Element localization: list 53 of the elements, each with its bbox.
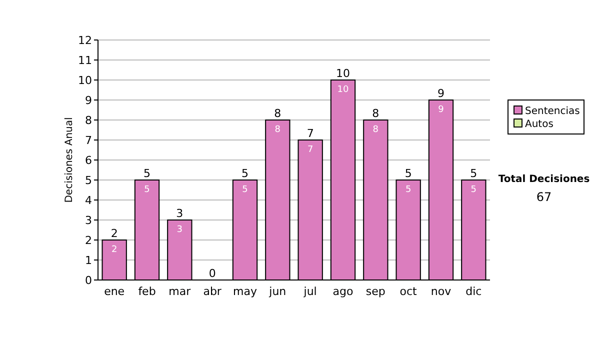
total-label: 9	[438, 87, 444, 100]
y-tick-label: 7	[85, 134, 92, 147]
data-label: 5	[144, 185, 150, 195]
x-tick-label: ene	[104, 285, 125, 298]
text: Total Decisiones	[498, 174, 590, 185]
data-label: 5	[405, 185, 412, 195]
y-tick-label: 3	[85, 214, 92, 227]
y-tick-label: 1	[85, 254, 92, 267]
total-label: 2	[110, 227, 118, 240]
x-tick-label: ago	[332, 285, 354, 298]
x-tick-label: mar	[168, 285, 192, 298]
total-label: 5	[470, 167, 478, 180]
total-label: 3	[176, 207, 184, 220]
data-label: 3	[176, 225, 183, 235]
y-tick-label: 9	[85, 94, 92, 107]
data-label: 2	[111, 245, 118, 255]
y-tick-label: 12	[78, 34, 92, 47]
total-label: 5	[404, 167, 412, 180]
total-label: 5	[144, 167, 150, 180]
legend-label: Sentencias	[525, 106, 580, 117]
data-label: 10	[337, 85, 349, 95]
text: 67	[536, 190, 552, 204]
x-tick-label: oct	[400, 285, 418, 298]
total-label: 10	[336, 67, 350, 80]
y-tick-label: 8	[85, 114, 92, 127]
data-label: 8	[274, 125, 281, 135]
y-tick-label: 11	[78, 54, 92, 67]
total-label: 0	[208, 267, 216, 280]
y-tick-label: 4	[85, 194, 92, 207]
x-tick-label: feb	[138, 285, 156, 298]
x-tick-label: dic	[466, 285, 482, 298]
data-label: 7	[307, 145, 314, 155]
x-tick-label: abr	[203, 285, 222, 298]
y-axis-title: Decisiones Anual	[64, 117, 75, 203]
total-label: 5	[242, 167, 248, 180]
data-label: 8	[372, 125, 379, 135]
x-tick-label: sep	[366, 285, 386, 298]
total-label: 7	[306, 127, 314, 140]
data-label: 5	[242, 185, 248, 195]
total-label: 8	[274, 107, 282, 120]
x-tick-label: nov	[430, 285, 452, 298]
total-label: 8	[372, 107, 380, 120]
y-tick-label: 10	[78, 74, 92, 87]
y-tick-label: 6	[85, 154, 92, 167]
data-label: 5	[470, 185, 477, 195]
data-label: 9	[438, 105, 444, 115]
y-tick-label: 2	[85, 234, 92, 247]
x-tick-label: jul	[302, 285, 317, 298]
x-tick-label: may	[233, 285, 258, 298]
y-tick-label: 0	[85, 274, 92, 287]
legend-label: Autos	[525, 119, 554, 130]
x-tick-label: jun	[268, 285, 286, 298]
y-tick-label: 5	[85, 174, 92, 187]
